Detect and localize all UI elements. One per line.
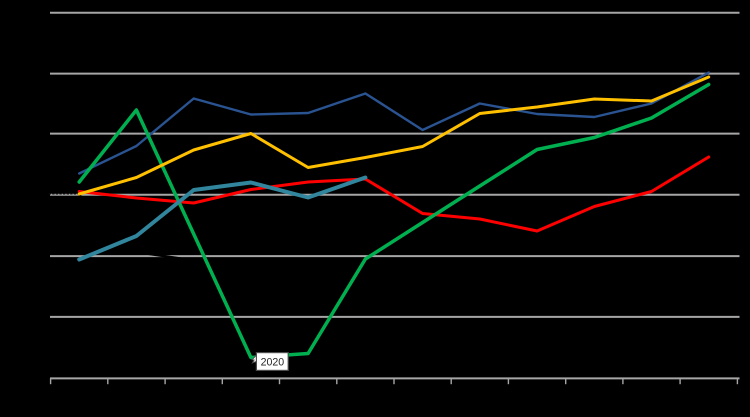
svg-text:2020: 2020 <box>261 356 285 368</box>
